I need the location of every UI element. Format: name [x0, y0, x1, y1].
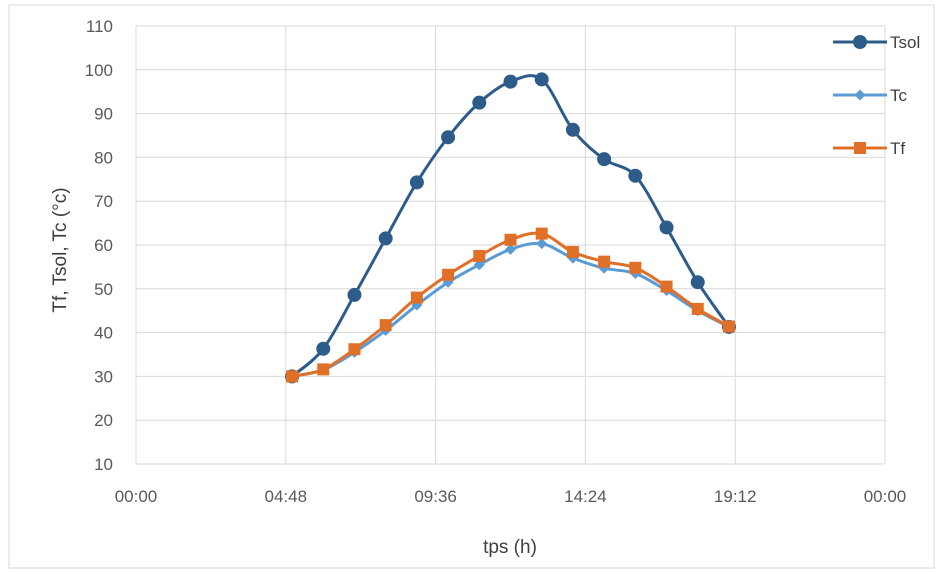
data-point-tf	[442, 268, 455, 281]
y-tick-label: 70	[94, 192, 113, 211]
legend-marker-tsol	[853, 35, 867, 49]
y-tick-label: 30	[94, 367, 113, 386]
data-point-tsol	[534, 72, 549, 87]
chart-frame	[8, 4, 935, 569]
data-point-tc	[473, 259, 485, 271]
legend-label: Tc	[890, 86, 908, 105]
data-point-tf	[410, 291, 423, 304]
y-tick-label: 90	[94, 105, 113, 124]
legend-marker-tf	[854, 142, 866, 154]
data-point-tf	[379, 319, 392, 332]
legend-item-tsol: Tsol	[833, 33, 920, 52]
data-point-tsol	[503, 74, 518, 89]
data-point-tc	[536, 238, 548, 250]
data-point-tsol	[597, 152, 612, 167]
legend-marker-tc	[854, 89, 866, 101]
series-layer	[285, 72, 736, 384]
y-tick-label: 20	[94, 411, 113, 430]
data-point-tsol	[659, 220, 674, 235]
y-tick-label: 100	[85, 61, 113, 80]
data-point-tf	[286, 370, 299, 383]
x-tick-label: 19:12	[714, 487, 757, 506]
legend-item-tf: Tf	[833, 139, 905, 158]
data-point-tf	[660, 280, 673, 293]
x-axis-title: tps (h)	[483, 537, 537, 558]
data-point-tf	[566, 246, 579, 259]
x-tick-label: 09:36	[414, 487, 457, 506]
y-axis-title: Tf, Tsol, Tc (°c)	[50, 187, 71, 312]
data-point-tf	[598, 255, 611, 268]
data-point-tf	[691, 302, 704, 315]
y-axis-ticks: 10 20 30 40 50 60 70 80 90 100 110	[85, 17, 113, 474]
data-point-tf	[348, 343, 361, 356]
data-point-tsol	[472, 95, 487, 110]
data-point-tf	[722, 320, 735, 333]
legend-label: Tsol	[890, 33, 920, 52]
data-point-tsol	[378, 231, 393, 246]
data-point-tf	[535, 227, 548, 240]
legend-label: Tf	[890, 139, 905, 158]
y-tick-label: 110	[86, 17, 113, 36]
series-tsol	[285, 72, 736, 384]
x-axis-ticks: 00:00 04:48 09:36 14:24 19:12 00:00	[115, 487, 907, 506]
data-point-tsol	[316, 341, 331, 356]
y-tick-label: 60	[94, 236, 113, 255]
x-tick-label: 14:24	[564, 487, 607, 506]
series-tf	[286, 227, 735, 383]
x-tick-label: 00:00	[864, 487, 907, 506]
data-point-tsol	[347, 287, 362, 302]
data-point-tf	[504, 233, 517, 246]
data-point-tc	[505, 243, 516, 255]
data-point-tsol	[565, 122, 580, 137]
y-tick-label: 50	[94, 280, 113, 299]
x-tick-label: 00:00	[115, 487, 158, 506]
y-tick-label: 40	[94, 324, 113, 343]
x-tick-label: 04:48	[265, 487, 308, 506]
data-point-tf	[473, 249, 486, 262]
data-point-tsol	[690, 275, 705, 290]
data-point-tc	[567, 252, 579, 264]
legend: Tsol Tc Tf	[833, 33, 920, 158]
data-point-tsol	[628, 168, 643, 183]
data-point-tf	[317, 363, 330, 376]
legend-item-tc: Tc	[833, 86, 908, 105]
y-tick-label: 10	[94, 455, 113, 474]
data-point-tsol	[409, 175, 424, 190]
y-tick-label: 80	[94, 148, 113, 167]
data-point-tsol	[441, 130, 456, 145]
data-point-tf	[629, 261, 642, 274]
